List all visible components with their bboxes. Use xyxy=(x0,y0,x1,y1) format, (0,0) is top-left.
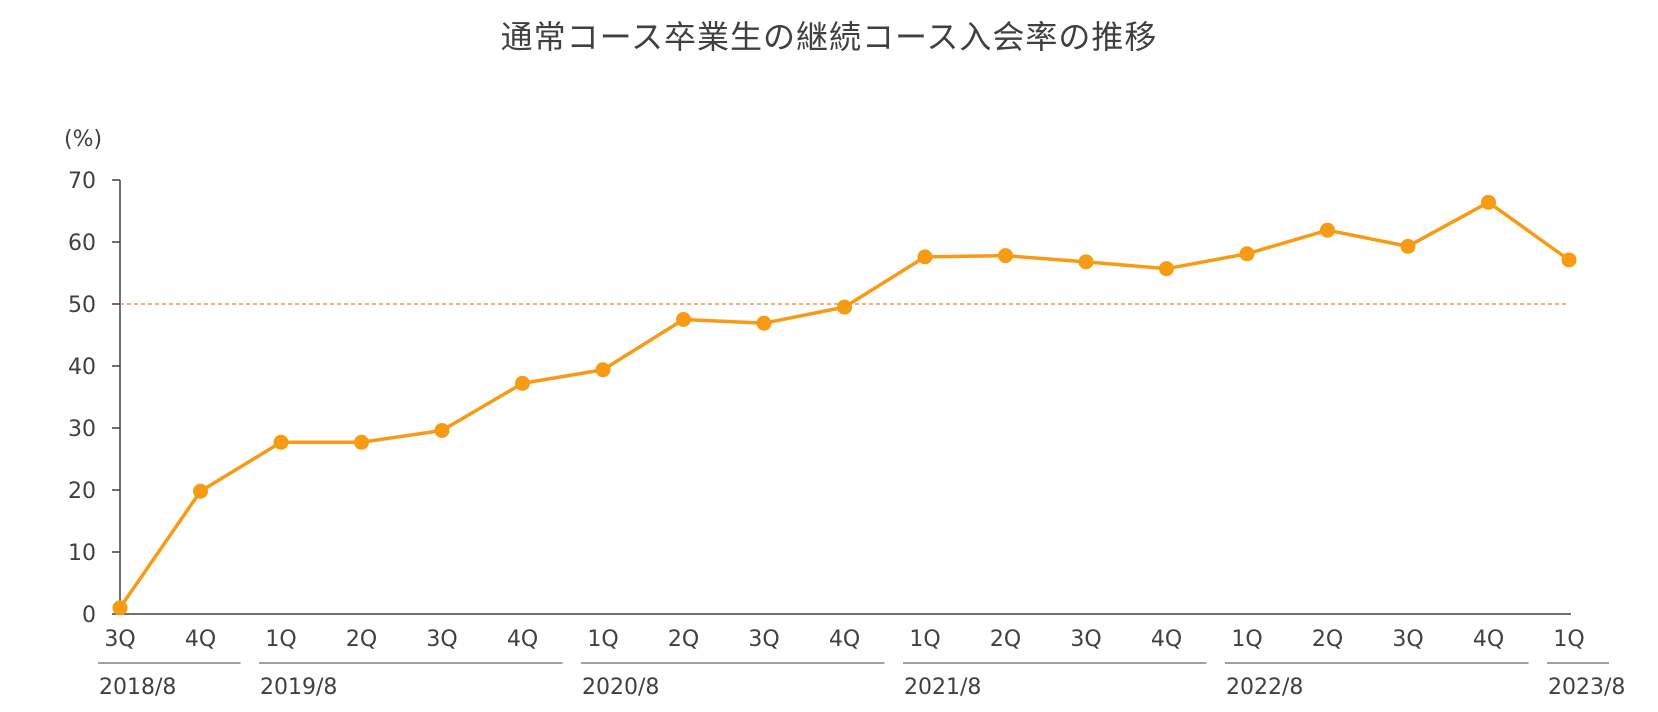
data-point xyxy=(595,362,611,378)
chart-title: 通常コース卒業生の継続コース入会率の推移 xyxy=(500,18,1158,56)
data-point xyxy=(1159,261,1174,277)
y-axis-unit-label: (%) xyxy=(64,127,102,152)
data-point xyxy=(1320,222,1335,238)
x-tick-label: 3Q xyxy=(1392,627,1423,652)
y-tick-label: 60 xyxy=(68,231,96,256)
x-tick-label: 2Q xyxy=(346,627,377,652)
y-tick-label: 50 xyxy=(68,293,96,318)
y-tick-label: 20 xyxy=(68,479,96,504)
data-point xyxy=(354,434,369,450)
data-point xyxy=(998,248,1013,264)
x-tick-label: 3Q xyxy=(426,627,457,652)
x-group-label: 2023/8 xyxy=(1548,675,1625,700)
data-point xyxy=(1400,238,1416,254)
x-group-label: 2021/8 xyxy=(904,675,981,700)
y-tick-label: 0 xyxy=(82,603,96,628)
y-tick-label: 40 xyxy=(68,355,96,380)
series-line xyxy=(118,200,1571,609)
x-group-label: 2020/8 xyxy=(582,675,659,700)
data-point xyxy=(676,312,691,327)
x-tick-label: 1Q xyxy=(1231,627,1262,652)
data-point xyxy=(917,249,933,265)
x-tick-label: 4Q xyxy=(1151,627,1182,652)
x-group-label: 2022/8 xyxy=(1226,675,1303,700)
x-group-label: 2019/8 xyxy=(260,675,337,700)
data-point xyxy=(434,422,450,438)
data-point xyxy=(273,434,289,450)
data-point xyxy=(756,315,772,331)
x-tick-label: 4Q xyxy=(507,627,538,652)
data-point xyxy=(193,483,208,499)
x-group-label: 2018/8 xyxy=(99,675,176,700)
data-point xyxy=(837,299,852,315)
data-point xyxy=(515,375,530,391)
y-tick-label: 30 xyxy=(68,417,96,442)
data-point xyxy=(1078,254,1094,270)
x-tick-label: 3Q xyxy=(748,627,779,652)
data-point xyxy=(1561,252,1577,268)
x-tick-label: 1Q xyxy=(909,627,940,652)
x-tick-label: 3Q xyxy=(1070,627,1101,652)
x-tick-label: 4Q xyxy=(829,627,860,652)
x-tick-label: 2Q xyxy=(990,627,1021,652)
data-point xyxy=(1481,194,1496,210)
x-tick-label: 2Q xyxy=(668,627,699,652)
x-tick-label: 4Q xyxy=(185,627,216,652)
x-tick-label: 2Q xyxy=(1312,627,1343,652)
data-point xyxy=(112,600,128,616)
x-tick-label: 3Q xyxy=(104,627,135,652)
x-tick-label: 4Q xyxy=(1473,627,1504,652)
x-tick-label: 1Q xyxy=(587,627,618,652)
y-tick-label: 70 xyxy=(68,169,96,194)
x-tick-label: 1Q xyxy=(1553,627,1584,652)
x-tick-label: 1Q xyxy=(265,627,296,652)
y-tick-label: 10 xyxy=(68,541,96,566)
data-point xyxy=(1239,246,1255,262)
